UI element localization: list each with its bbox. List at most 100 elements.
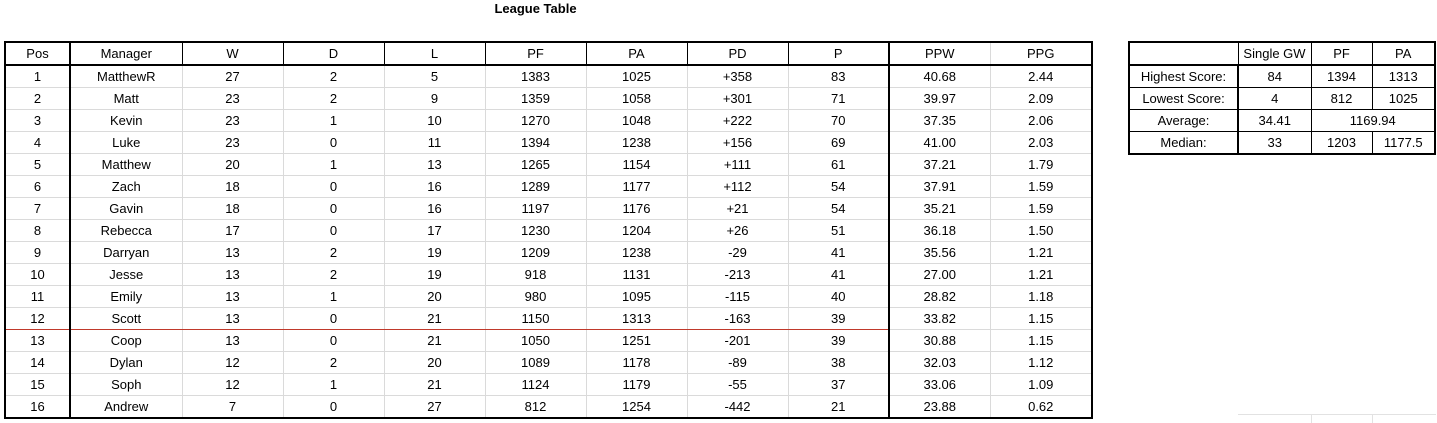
header-pf[interactable]: PF [485,42,587,66]
cell-pd[interactable]: +26 [687,219,789,242]
cell-d[interactable]: 1 [283,373,385,396]
cell-pa[interactable]: 1313 [586,307,688,330]
cell-p[interactable]: 39 [788,329,890,352]
cell-pd[interactable]: -213 [687,263,789,286]
cell-l[interactable]: 5 [384,65,486,88]
cell-pa[interactable]: 1177 [586,175,688,198]
cell-w[interactable]: 27 [182,65,284,88]
stats-label-average[interactable]: Average: [1128,109,1239,132]
cell-pa[interactable]: 1251 [586,329,688,352]
cell-ppg[interactable]: 1.79 [990,153,1092,176]
cell-w[interactable]: 13 [182,285,284,308]
cell-ppw[interactable]: 28.82 [889,285,991,308]
cell-ppw[interactable]: 37.21 [889,153,991,176]
cell-d[interactable]: 2 [283,87,385,110]
cell-ppw[interactable]: 36.18 [889,219,991,242]
cell-manager[interactable]: Dylan [70,351,183,374]
cell-d[interactable]: 0 [283,197,385,220]
cell-ppg[interactable]: 2.09 [990,87,1092,110]
cell-ppg[interactable]: 1.21 [990,263,1092,286]
cell-pos[interactable]: 6 [5,175,71,198]
cell-pf[interactable]: 1270 [485,109,587,132]
cell-manager[interactable]: Coop [70,329,183,352]
cell-pa[interactable]: 1254 [586,395,688,418]
cell-pf[interactable]: 1383 [485,65,587,88]
cell-ppg[interactable]: 1.59 [990,175,1092,198]
cell-ppw[interactable]: 35.56 [889,241,991,264]
cell-w[interactable]: 7 [182,395,284,418]
cell-pos[interactable]: 16 [5,395,71,418]
cell-ppw[interactable]: 37.35 [889,109,991,132]
cell-manager[interactable]: Scott [70,307,183,330]
cell-manager[interactable]: Luke [70,131,183,154]
cell-manager[interactable]: Rebecca [70,219,183,242]
cell-pd[interactable]: +358 [687,65,789,88]
cell-pd[interactable]: +112 [687,175,789,198]
header-d[interactable]: D [283,42,385,66]
stats-cell-highest-gw[interactable]: 84 [1237,64,1312,88]
stats-cell-lowest-gw[interactable]: 4 [1237,87,1312,110]
cell-pos[interactable]: 4 [5,131,71,154]
cell-l[interactable]: 16 [384,197,486,220]
cell-pf[interactable]: 1265 [485,153,587,176]
cell-p[interactable]: 38 [788,351,890,374]
cell-manager[interactable]: Matthew [70,153,183,176]
cell-pd[interactable]: -442 [687,395,789,418]
cell-pf[interactable]: 1209 [485,241,587,264]
cell-p[interactable]: 61 [788,153,890,176]
cell-pa[interactable]: 1179 [586,373,688,396]
cell-w[interactable]: 18 [182,197,284,220]
cell-pos[interactable]: 8 [5,219,71,242]
cell-d[interactable]: 0 [283,307,385,330]
cell-pf[interactable]: 1089 [485,351,587,374]
stats-label-lowest[interactable]: Lowest Score: [1128,87,1239,110]
cell-ppw[interactable]: 23.88 [889,395,991,418]
cell-pos[interactable]: 1 [5,65,71,88]
cell-pd[interactable]: -115 [687,285,789,308]
cell-manager[interactable]: Gavin [70,197,183,220]
header-pa[interactable]: PA [586,42,688,66]
cell-ppg[interactable]: 2.44 [990,65,1092,88]
cell-ppw[interactable]: 35.21 [889,197,991,220]
cell-l[interactable]: 13 [384,153,486,176]
cell-pd[interactable]: -163 [687,307,789,330]
cell-d[interactable]: 0 [283,395,385,418]
cell-p[interactable]: 54 [788,197,890,220]
cell-w[interactable]: 12 [182,351,284,374]
cell-pos[interactable]: 10 [5,263,71,286]
cell-manager[interactable]: Kevin [70,109,183,132]
cell-pf[interactable]: 1124 [485,373,587,396]
cell-pa[interactable]: 1238 [586,241,688,264]
cell-pf[interactable]: 1150 [485,307,587,330]
cell-l[interactable]: 9 [384,87,486,110]
cell-pd[interactable]: -89 [687,351,789,374]
cell-pa[interactable]: 1025 [586,65,688,88]
header-l[interactable]: L [384,42,486,66]
cell-ppw[interactable]: 41.00 [889,131,991,154]
cell-pos[interactable]: 14 [5,351,71,374]
cell-l[interactable]: 19 [384,263,486,286]
stats-cell-median-gw[interactable]: 33 [1237,131,1312,155]
cell-l[interactable]: 21 [384,307,486,330]
cell-pd[interactable]: +301 [687,87,789,110]
cell-manager[interactable]: Matt [70,87,183,110]
cell-p[interactable]: 37 [788,373,890,396]
cell-ppg[interactable]: 1.18 [990,285,1092,308]
cell-ppg[interactable]: 1.15 [990,329,1092,352]
stats-header-pf[interactable]: PF [1310,41,1373,66]
cell-pos[interactable]: 5 [5,153,71,176]
cell-w[interactable]: 23 [182,87,284,110]
cell-ppg[interactable]: 1.21 [990,241,1092,264]
cell-pos[interactable]: 12 [5,307,71,330]
cell-pa[interactable]: 1095 [586,285,688,308]
stats-cell-lowest-pa[interactable]: 1025 [1371,87,1436,110]
cell-manager[interactable]: Darryan [70,241,183,264]
cell-pf[interactable]: 1359 [485,87,587,110]
cell-pf[interactable]: 918 [485,263,587,286]
cell-l[interactable]: 10 [384,109,486,132]
cell-l[interactable]: 21 [384,329,486,352]
cell-l[interactable]: 11 [384,131,486,154]
stats-cell-lowest-pf[interactable]: 812 [1310,87,1373,110]
cell-w[interactable]: 23 [182,109,284,132]
cell-pd[interactable]: +222 [687,109,789,132]
